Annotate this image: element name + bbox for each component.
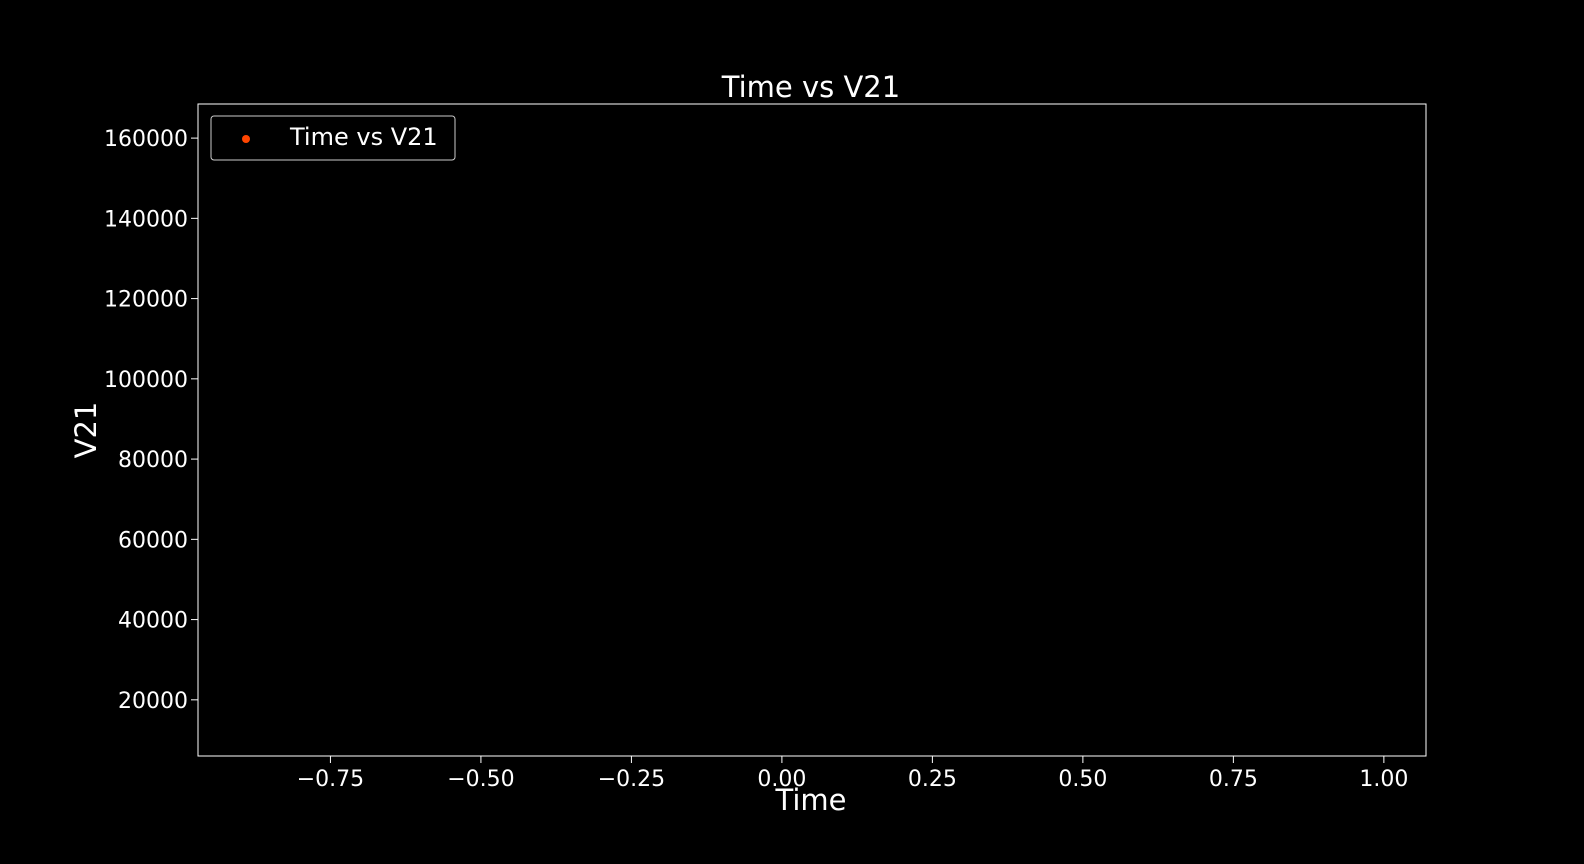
x-tick-label: −0.50	[447, 767, 514, 792]
y-tick-label: 80000	[118, 448, 188, 473]
x-tick-label: −0.75	[297, 767, 364, 792]
legend-marker-icon	[242, 135, 250, 143]
legend-label: Time vs V21	[289, 123, 438, 151]
chart-title: Time vs V21	[721, 70, 900, 104]
x-axis-ticks: −0.75 −0.50 −0.25 0.00 0.25 0.50 0.75 1.00	[297, 756, 1408, 792]
legend-box	[210, 115, 456, 161]
y-tick-label: 160000	[104, 127, 188, 152]
y-tick-label: 140000	[104, 207, 188, 232]
y-axis-title: V21	[69, 402, 103, 459]
x-axis-title: Time	[775, 783, 847, 817]
legend: Time vs V21	[210, 115, 456, 161]
plot-area-frame	[197, 103, 1427, 757]
x-tick-label: 1.00	[1359, 767, 1408, 792]
x-tick-label: −0.25	[598, 767, 665, 792]
y-axis-ticks: 20000 40000 60000 80000 100000 120000 140000 16…	[104, 127, 198, 714]
x-tick-label: 0.25	[908, 767, 957, 792]
x-tick-label: 0.00	[757, 767, 806, 792]
y-tick-label: 100000	[104, 368, 188, 393]
x-tick-label: 0.75	[1209, 767, 1258, 792]
x-tick-label: 0.50	[1058, 767, 1107, 792]
y-tick-label: 60000	[118, 528, 188, 553]
y-tick-label: 120000	[104, 288, 188, 313]
y-tick-label: 40000	[118, 609, 188, 634]
y-tick-label: 20000	[118, 689, 188, 714]
